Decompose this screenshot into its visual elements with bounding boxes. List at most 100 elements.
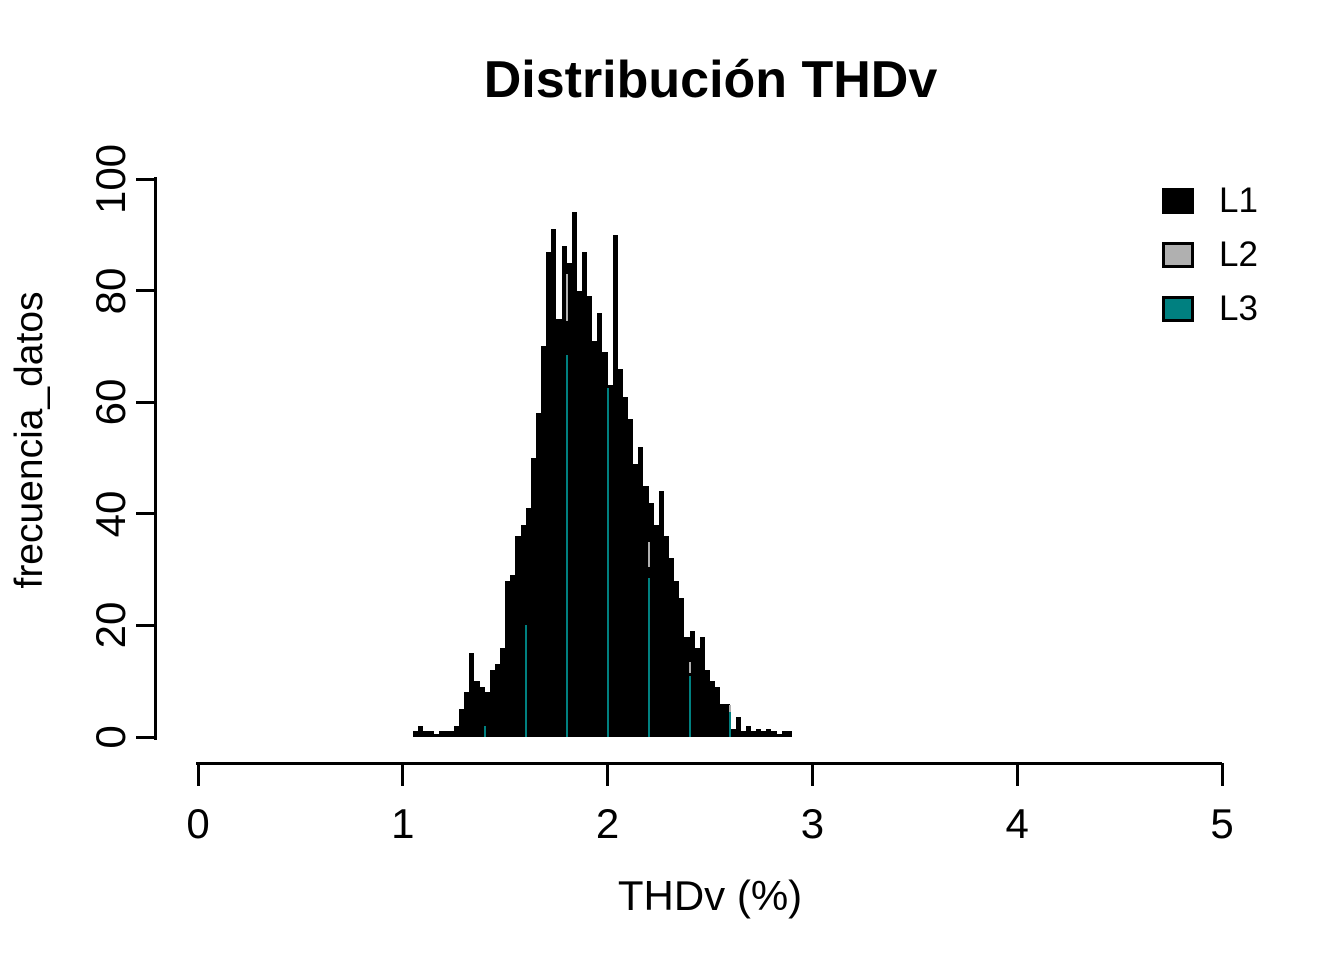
l3-bin-edge-line — [565, 354, 568, 737]
histogram-bar — [704, 670, 710, 737]
histogram-bar — [735, 717, 741, 737]
histogram-bar — [745, 725, 751, 737]
histogram-bar — [464, 692, 470, 737]
legend: L1 L2 L3 — [1162, 183, 1258, 326]
histogram-bar — [551, 229, 557, 737]
legend-swatch-gray — [1162, 241, 1194, 268]
histogram-bar — [643, 485, 649, 737]
histogram-bar — [505, 580, 511, 737]
histogram-bar — [546, 251, 552, 737]
histogram-bar — [459, 709, 465, 737]
l2-bin-edge-line — [729, 705, 732, 712]
histogram-bar — [566, 262, 572, 737]
histogram-bar — [740, 731, 746, 737]
histogram-bar — [474, 681, 480, 737]
histogram-bar — [500, 647, 506, 737]
histogram-bar — [771, 731, 777, 737]
histogram-bar — [510, 575, 516, 737]
histogram-bar — [781, 731, 787, 737]
histogram-bar — [433, 734, 439, 737]
histogram-bar — [730, 728, 736, 737]
histogram-bar — [438, 731, 444, 737]
l2-bin-edge-line — [688, 661, 691, 673]
histogram-bar — [582, 251, 588, 737]
x-tick-label: 0 — [186, 800, 210, 847]
histogram-bar — [689, 630, 695, 737]
histogram-bar — [443, 731, 449, 737]
histogram-bar — [612, 234, 618, 737]
legend-label: L3 — [1219, 289, 1258, 328]
histogram-bar — [663, 536, 670, 737]
y-tick-label: 20 — [87, 602, 134, 649]
histogram-bar — [617, 368, 623, 737]
y-tick-mark — [136, 177, 157, 181]
legend-item-l3: L3 — [1162, 291, 1258, 326]
l3-bin-edge-line — [606, 388, 609, 737]
x-axis-line — [196, 762, 1222, 765]
histogram-bar — [638, 446, 644, 737]
x-tick-mark — [606, 763, 610, 786]
histogram-bar — [428, 731, 434, 737]
histogram-bar — [756, 728, 762, 737]
x-tick-label: 2 — [595, 800, 620, 847]
chart-title: Distribución THDv — [483, 51, 938, 109]
histogram-bar — [571, 212, 577, 737]
legend-item-l2: L2 — [1162, 237, 1258, 272]
histogram-bar — [520, 524, 526, 737]
l3-bin-edge-line — [524, 625, 527, 737]
legend-swatch-black — [1162, 187, 1194, 214]
histogram-bar — [761, 731, 767, 737]
histogram-bar — [423, 731, 429, 737]
y-tick-label: 100 — [87, 143, 134, 215]
y-tick-mark — [136, 512, 157, 516]
y-tick-mark — [136, 289, 157, 293]
histogram-bar — [515, 536, 521, 737]
x-tick-mark — [810, 763, 814, 786]
legend-swatch-teal — [1162, 295, 1194, 322]
histogram-bar — [766, 728, 772, 737]
y-axis-line — [154, 177, 157, 740]
histogram-bar — [674, 580, 680, 737]
histogram-bar — [684, 636, 690, 737]
y-tick-label: 0 — [87, 725, 134, 749]
histogram-bar — [715, 686, 721, 737]
x-tick-label: 5 — [1210, 800, 1234, 847]
histogram-bar — [776, 734, 782, 737]
histogram-bar — [710, 681, 716, 737]
l3-bin-edge-line — [647, 577, 650, 737]
l2-bin-edge-line — [565, 273, 568, 322]
x-tick-label: 3 — [800, 800, 825, 847]
x-tick-mark — [196, 763, 200, 786]
histogram-bar — [699, 636, 705, 737]
histogram-bar — [413, 731, 419, 737]
histogram-bar — [633, 463, 639, 737]
x-tick-mark — [1220, 763, 1224, 786]
histogram-bar — [530, 458, 536, 737]
legend-label: L2 — [1219, 235, 1258, 274]
x-axis-title: THDv (%) — [617, 872, 803, 919]
histogram-bar — [628, 418, 634, 737]
y-tick-label: 40 — [87, 490, 134, 538]
y-tick-label: 60 — [87, 378, 134, 426]
l3-bin-edge-line — [483, 725, 486, 737]
histogram-bar — [669, 558, 675, 737]
histogram-bar — [648, 502, 654, 737]
histogram-bar — [489, 670, 495, 737]
histogram-bar — [602, 351, 608, 737]
l3-bin-edge-line — [688, 675, 691, 737]
histogram-bar — [454, 725, 460, 737]
histogram-bar — [525, 508, 531, 737]
histogram-bar — [469, 653, 475, 737]
histogram-bar — [418, 725, 424, 737]
x-tick-label: 1 — [391, 800, 415, 847]
histogram-bar — [720, 703, 726, 737]
histogram-bar — [750, 731, 757, 737]
l3-bin-edge-line — [729, 711, 732, 737]
legend-item-l1: L1 — [1162, 183, 1258, 218]
histogram-bar — [535, 413, 542, 737]
histogram-bar — [494, 664, 501, 737]
legend-label: L1 — [1219, 181, 1258, 220]
histogram-bar — [694, 647, 700, 737]
histogram-bar — [484, 692, 490, 737]
histogram-bar — [561, 245, 567, 737]
